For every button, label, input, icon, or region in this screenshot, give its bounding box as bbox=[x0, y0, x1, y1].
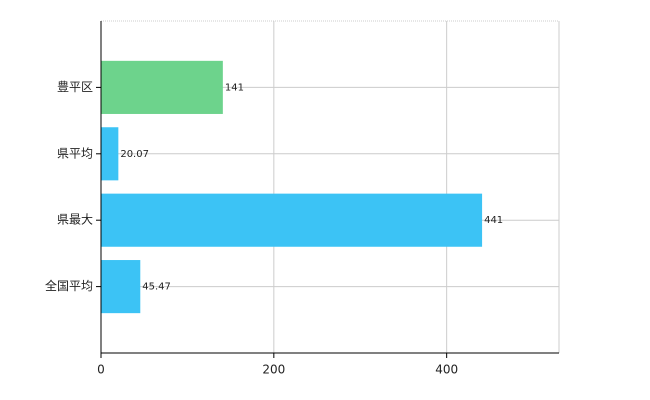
value-label: 20.07 bbox=[120, 149, 149, 160]
x-tick-label: 400 bbox=[435, 363, 458, 377]
y-tick-label: 県最大 bbox=[57, 213, 93, 227]
bar bbox=[101, 260, 141, 314]
x-tick-label: 200 bbox=[262, 363, 285, 377]
x-tick-label: 0 bbox=[97, 363, 105, 377]
value-label: 45.47 bbox=[142, 282, 171, 293]
value-label: 441 bbox=[484, 215, 503, 226]
bar bbox=[101, 127, 119, 181]
value-label: 141 bbox=[225, 82, 244, 93]
bar bbox=[101, 193, 483, 247]
y-tick-label: 全国平均 bbox=[45, 278, 93, 293]
y-tick-label: 県平均 bbox=[57, 146, 93, 160]
y-tick-label: 豊平区 bbox=[57, 80, 93, 94]
bar bbox=[101, 60, 223, 114]
